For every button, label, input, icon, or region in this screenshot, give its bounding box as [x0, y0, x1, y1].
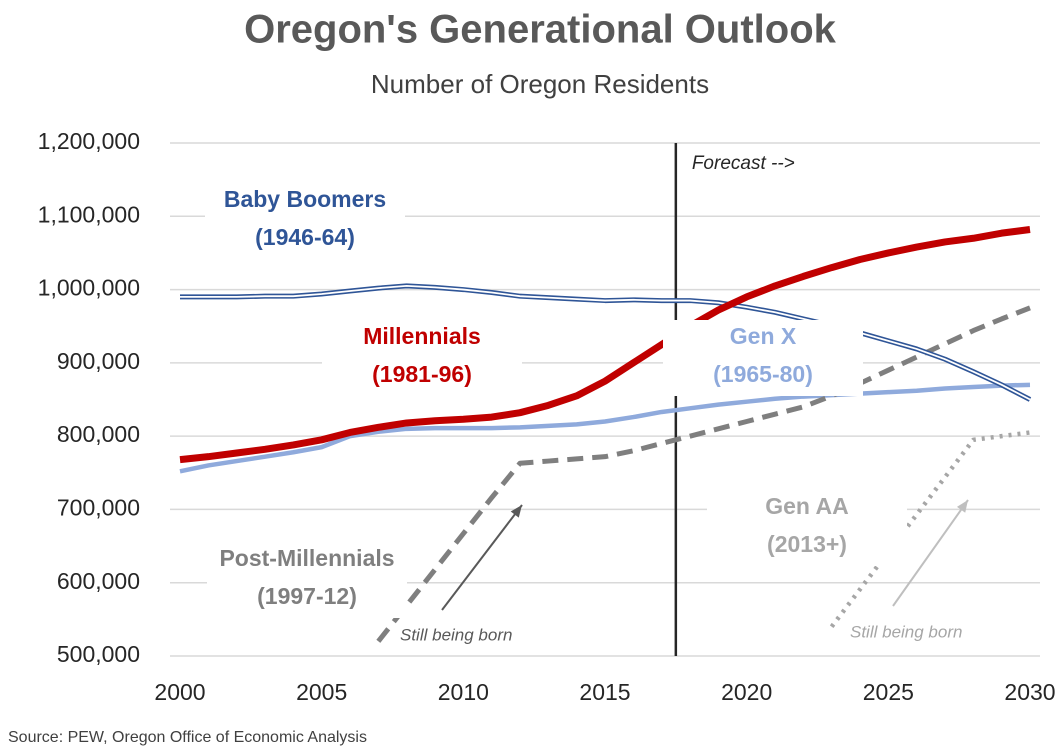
series-label-years: (1981-96): [372, 361, 472, 387]
y-tick-label: 900,000: [57, 348, 140, 374]
y-tick-label: 1,100,000: [38, 201, 140, 227]
y-tick-label: 600,000: [57, 568, 140, 594]
series-label-years: (1997-12): [257, 583, 357, 609]
arrow-head: [510, 505, 522, 518]
series-label: Baby Boomers: [224, 186, 386, 212]
arrow-shaft: [892, 499, 969, 607]
y-tick-label: 500,000: [57, 641, 140, 667]
forecast-label: Forecast -->: [692, 153, 795, 174]
x-tick-label: 2025: [863, 679, 914, 705]
series-label-years: (1946-64): [255, 224, 355, 250]
series-label-years: (1965-80): [713, 361, 813, 387]
chart-title: Oregon's Generational Outlook: [244, 8, 837, 52]
series-line: [179, 382, 1031, 474]
source-note: Source: PEW, Oregon Office of Economic A…: [8, 729, 367, 746]
x-tick-label: 2030: [1004, 679, 1055, 705]
arrow-head: [956, 500, 968, 513]
chart-subtitle: Number of Oregon Residents: [371, 69, 709, 99]
x-tick-label: 2005: [296, 679, 347, 705]
series-line: [829, 430, 1031, 629]
series-line-inner: [180, 285, 1031, 401]
series-label: Post-Millennials: [219, 545, 394, 571]
x-tick-label: 2000: [154, 679, 205, 705]
label-bg: [205, 183, 405, 259]
series-label: Gen AA: [765, 493, 849, 519]
label-bg: [322, 320, 522, 396]
x-tick-label: 2015: [579, 679, 630, 705]
y-tick-label: 800,000: [57, 421, 140, 447]
series-label: Gen X: [730, 323, 797, 349]
series-line: [179, 226, 1031, 464]
series-label-years: (2013+): [767, 531, 847, 557]
annotation: Still being born: [850, 622, 962, 641]
label-bg: [207, 542, 407, 618]
arrow-shaft: [441, 504, 523, 611]
series-line: [376, 305, 1031, 643]
x-tick-label: 2020: [721, 679, 772, 705]
y-tick-label: 1,200,000: [38, 128, 140, 154]
label-bg: [707, 490, 907, 566]
annotation: Still being born: [400, 625, 512, 644]
label-bg: [663, 320, 863, 396]
y-tick-label: 700,000: [57, 495, 140, 521]
series-label: Millennials: [363, 323, 481, 349]
y-tick-label: 1,000,000: [38, 275, 140, 301]
x-tick-label: 2010: [438, 679, 489, 705]
